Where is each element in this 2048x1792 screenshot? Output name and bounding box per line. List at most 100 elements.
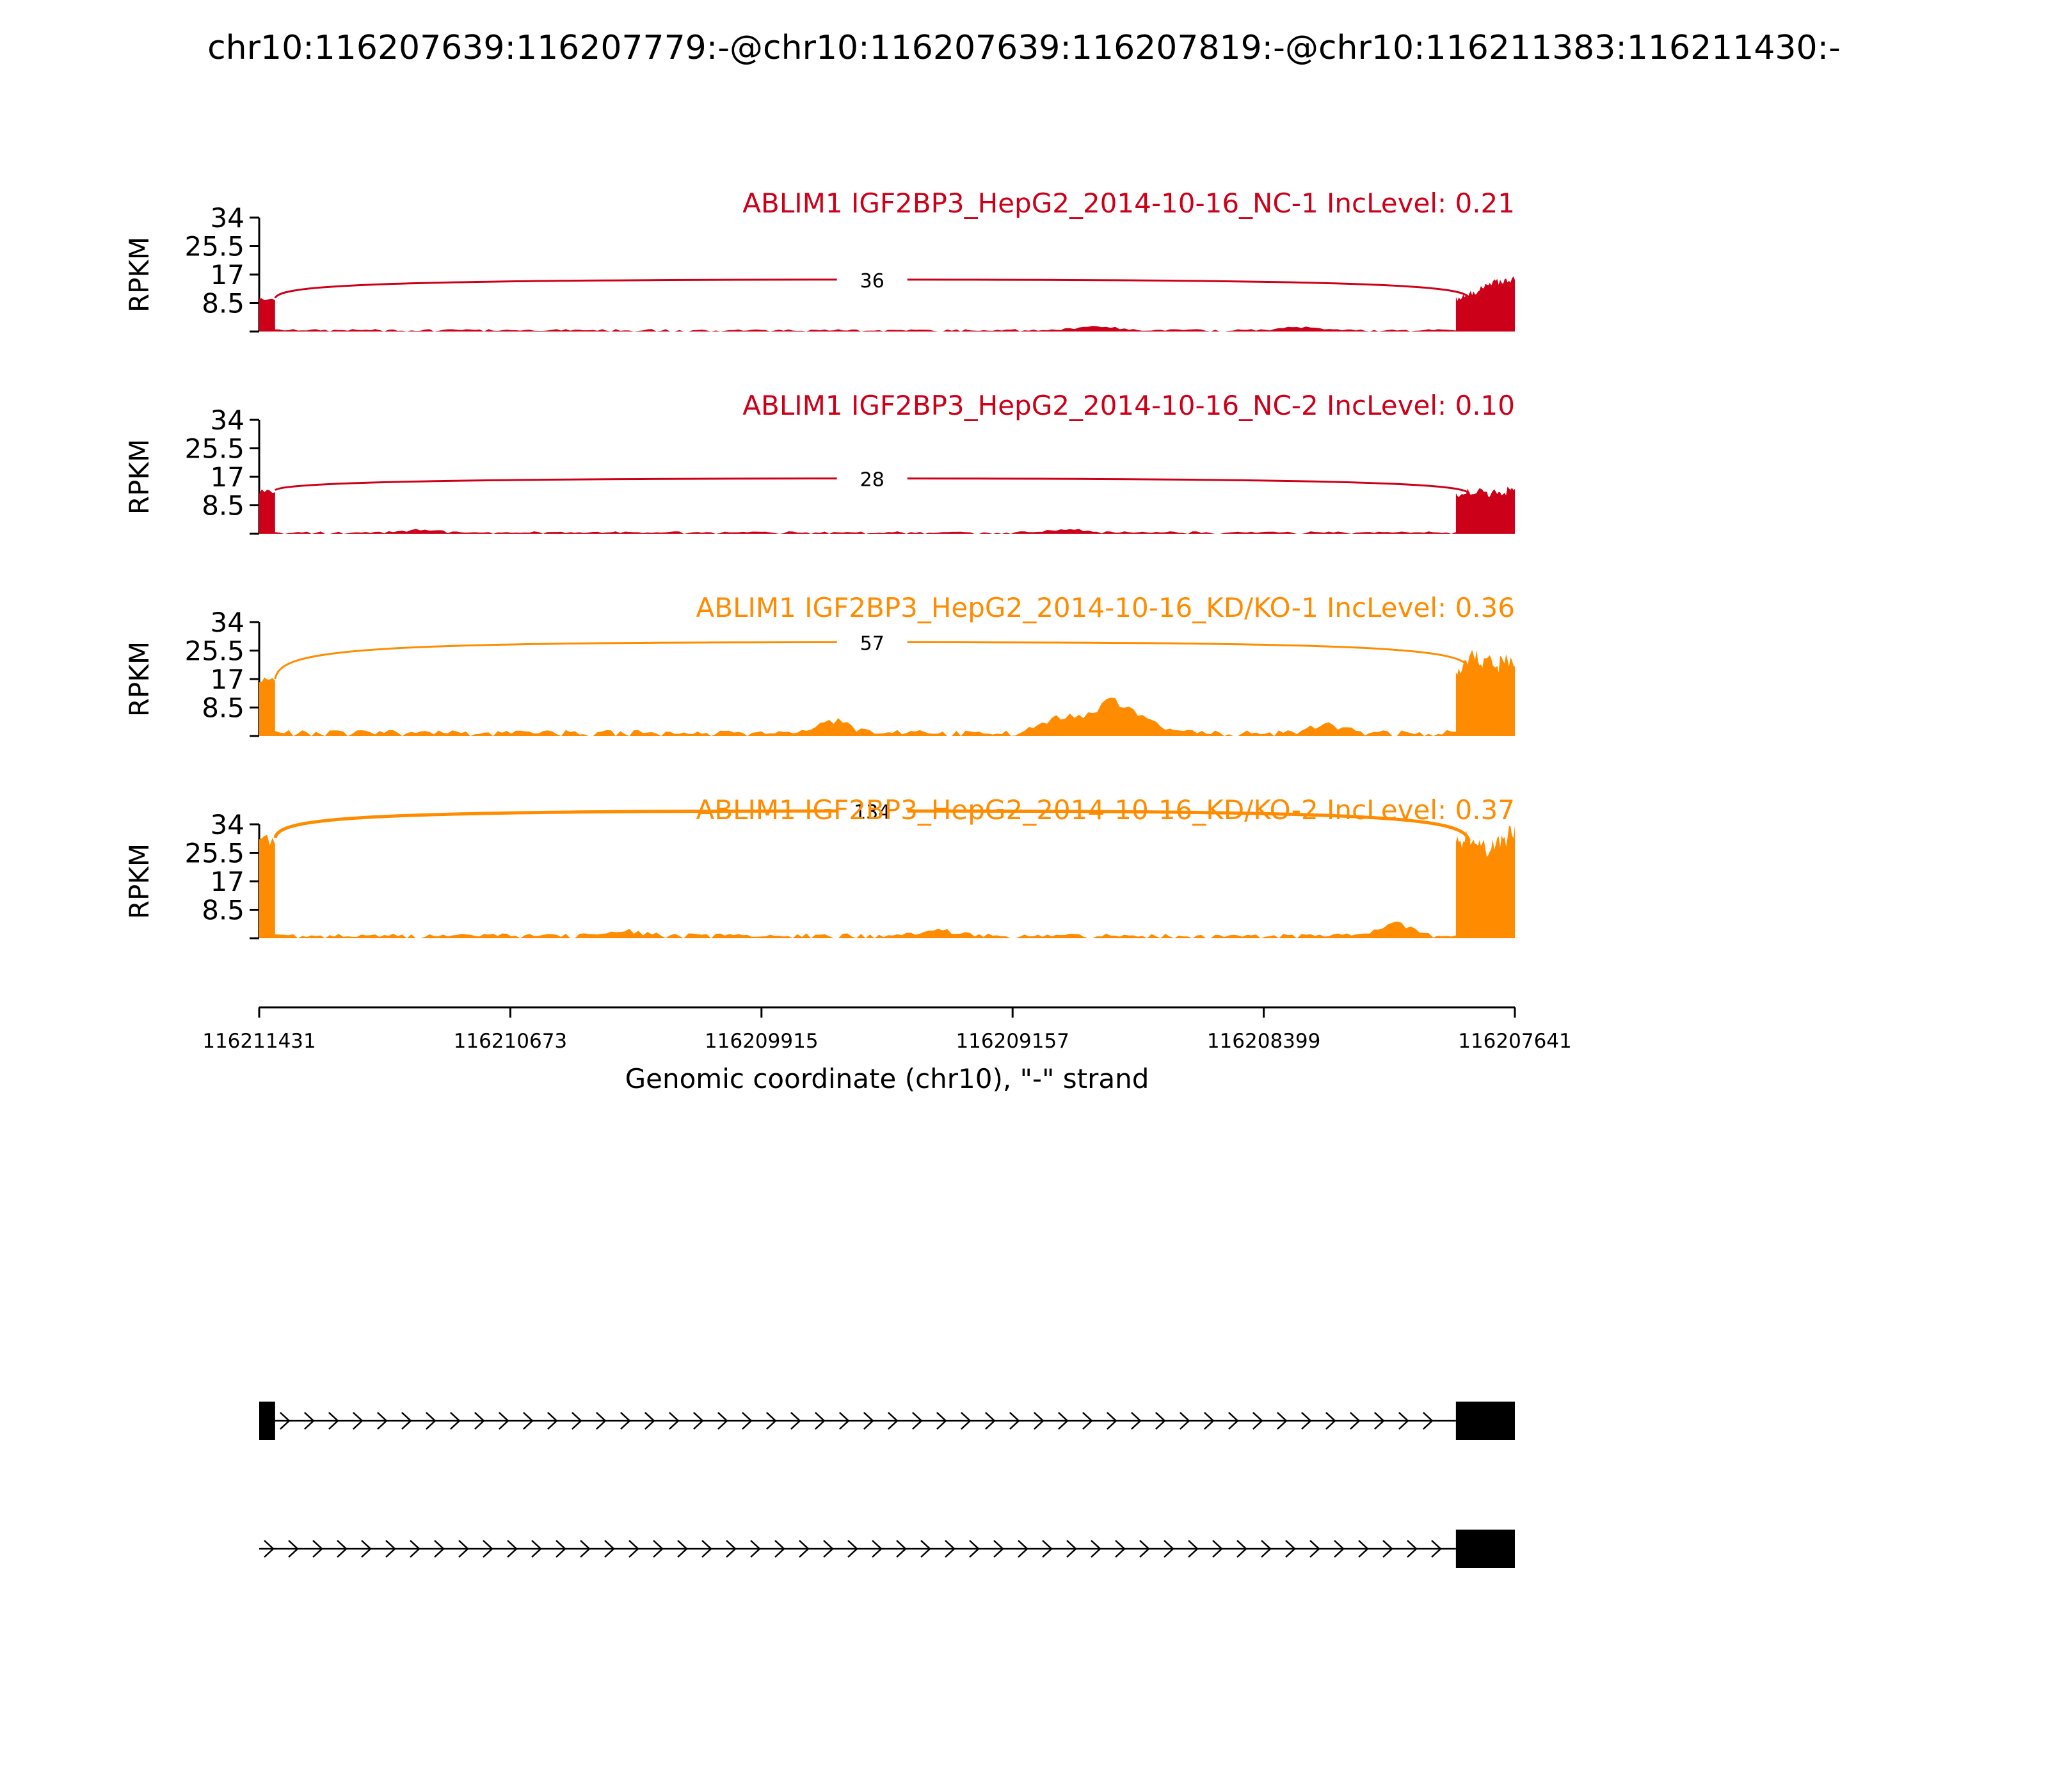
strand-arrow: [498, 1412, 509, 1430]
strand-arrow: [960, 1412, 972, 1430]
y-tick-label: 17: [211, 259, 244, 291]
strand-arrow: [1398, 1412, 1409, 1430]
strand-arrow: [765, 1412, 777, 1430]
strand-arrow: [1179, 1412, 1190, 1430]
y-tick-label: 34: [211, 202, 244, 234]
strand-arrow: [1431, 1540, 1442, 1558]
strand-arrow: [474, 1412, 485, 1430]
track-title: ABLIM1 IGF2BP3_HepG2_2014-10-16_KD/KO-2 …: [696, 794, 1515, 826]
strand-arrow: [896, 1540, 907, 1558]
x-tick-label: 116211431: [202, 1030, 316, 1053]
isoform-1: [259, 1402, 1515, 1440]
strand-arrow: [984, 1412, 996, 1430]
strand-arrow: [653, 1540, 664, 1558]
strand-arrow: [774, 1540, 785, 1558]
strand-arrow: [920, 1540, 931, 1558]
strand-arrow: [1130, 1412, 1142, 1430]
strand-arrow: [1285, 1540, 1296, 1558]
strand-arrow: [677, 1540, 688, 1558]
strand-arrow: [1033, 1412, 1044, 1430]
exon-block: [1455, 1530, 1515, 1568]
y-tick-label: 8.5: [202, 490, 244, 522]
strand-arrow: [288, 1540, 299, 1558]
strand-arrow: [1155, 1412, 1166, 1430]
strand-arrow: [449, 1412, 461, 1430]
strand-arrow: [887, 1412, 899, 1430]
y-tick-label: 25.5: [184, 838, 244, 869]
strand-arrow: [1164, 1540, 1174, 1558]
strand-arrow: [1057, 1412, 1069, 1430]
strand-arrow: [1358, 1540, 1369, 1558]
strand-arrow: [823, 1540, 834, 1558]
strand-arrow: [644, 1412, 655, 1430]
strand-arrow: [547, 1412, 558, 1430]
strand-arrow: [701, 1540, 712, 1558]
strand-arrow: [814, 1412, 826, 1430]
y-tick-label: 25.5: [184, 636, 244, 667]
strand-arrow: [1188, 1540, 1199, 1558]
strand-arrow: [604, 1540, 615, 1558]
strand-arrow: [279, 1412, 291, 1430]
strand-arrow: [969, 1540, 980, 1558]
strand-arrow: [1139, 1540, 1150, 1558]
strand-arrow: [571, 1412, 582, 1430]
y-axis-label: RPKM: [124, 439, 155, 515]
strand-arrow: [303, 1412, 315, 1430]
junction-label-bg: [836, 628, 908, 654]
junction-label-bg: [836, 265, 908, 291]
track-title: ABLIM1 IGF2BP3_HepG2_2014-10-16_NC-2 Inc…: [742, 390, 1515, 421]
strand-arrow: [1082, 1412, 1093, 1430]
y-tick-label: 8.5: [202, 895, 244, 926]
strand-arrow: [1373, 1412, 1385, 1430]
strand-arrow: [328, 1412, 339, 1430]
y-tick-label: 8.5: [202, 288, 244, 319]
strand-arrow: [352, 1412, 364, 1430]
strand-arrow: [863, 1412, 874, 1430]
strand-arrow: [750, 1540, 761, 1558]
strand-arrow: [337, 1540, 348, 1558]
strand-arrow: [741, 1412, 753, 1430]
strand-arrow: [1252, 1412, 1263, 1430]
strand-arrow: [799, 1540, 810, 1558]
strand-arrow: [1091, 1540, 1101, 1558]
strand-arrow: [945, 1540, 956, 1558]
strand-arrow: [264, 1540, 275, 1558]
strand-arrow: [1009, 1412, 1020, 1430]
isoform-2: [259, 1530, 1515, 1568]
strand-arrow: [620, 1412, 631, 1430]
strand-arrow: [556, 1540, 566, 1558]
exon-block: [1455, 1402, 1515, 1440]
strand-arrow: [911, 1412, 923, 1430]
strand-arrow: [1066, 1540, 1077, 1558]
y-axis-label: RPKM: [124, 237, 155, 312]
strand-arrow: [425, 1412, 436, 1430]
strand-arrow: [1203, 1412, 1215, 1430]
strand-arrow: [1300, 1412, 1312, 1430]
x-axis-label: Genomic coordinate (chr10), "-" strand: [625, 1063, 1149, 1094]
coverage-area: [259, 650, 1515, 736]
junction-label-bg: [836, 797, 908, 823]
strand-arrow: [717, 1412, 728, 1430]
strand-arrow: [838, 1412, 850, 1430]
coverage-area: [259, 486, 1515, 534]
strand-arrow: [1325, 1412, 1336, 1430]
strand-arrow: [361, 1540, 372, 1558]
strand-arrow: [668, 1412, 680, 1430]
x-tick-label: 116207641: [1458, 1030, 1572, 1053]
strand-arrow: [1106, 1412, 1117, 1430]
strand-arrow: [1115, 1540, 1126, 1558]
strand-arrow: [376, 1412, 388, 1430]
x-tick-label: 116209157: [956, 1030, 1069, 1053]
strand-arrow: [872, 1540, 883, 1558]
track-title: ABLIM1 IGF2BP3_HepG2_2014-10-16_KD/KO-1 …: [696, 592, 1515, 623]
strand-arrow: [483, 1540, 493, 1558]
strand-arrow: [595, 1412, 607, 1430]
y-tick-label: 17: [211, 461, 244, 493]
y-tick-label: 17: [211, 866, 244, 897]
strand-arrow: [385, 1540, 396, 1558]
strand-arrow: [1422, 1412, 1434, 1430]
